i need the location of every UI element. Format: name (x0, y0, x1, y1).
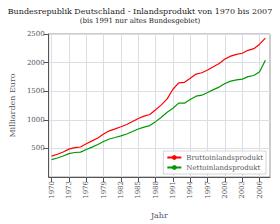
svg-text:1979: 1979 (100, 181, 108, 199)
svg-text:(bis 1991 nur altes Bundesgebi: (bis 1991 nur altes Bundesgebiet) (80, 17, 201, 25)
svg-text:1970: 1970 (48, 181, 56, 199)
svg-text:2000: 2000 (221, 181, 229, 199)
svg-text:2500: 2500 (27, 30, 45, 38)
svg-text:2003: 2003 (238, 181, 246, 199)
svg-text:1973: 1973 (65, 181, 73, 199)
svg-text:Bundesrepublik Deutschland - I: Bundesrepublik Deutschland - Inlandsprod… (8, 7, 273, 16)
svg-text:2000: 2000 (27, 59, 45, 67)
svg-text:2006: 2006 (256, 180, 264, 198)
svg-text:1994: 1994 (186, 180, 194, 198)
svg-text:1988: 1988 (152, 181, 160, 199)
svg-text:1991: 1991 (169, 181, 177, 199)
svg-text:1985: 1985 (134, 181, 142, 199)
svg-text:Nettoinlandsprodukt: Nettoinlandsprodukt (186, 164, 260, 172)
svg-text:Milliarden Euro: Milliarden Euro (8, 73, 17, 137)
svg-text:1982: 1982 (117, 181, 125, 199)
svg-text:1500: 1500 (27, 87, 45, 95)
svg-text:1997: 1997 (204, 181, 212, 199)
svg-text:Bruttoinlandsprodukt: Bruttoinlandsprodukt (186, 154, 263, 162)
svg-text:1000: 1000 (27, 116, 45, 124)
svg-text:Jahr: Jahr (150, 211, 168, 220)
svg-text:500: 500 (31, 144, 44, 152)
svg-text:1976: 1976 (82, 180, 90, 198)
